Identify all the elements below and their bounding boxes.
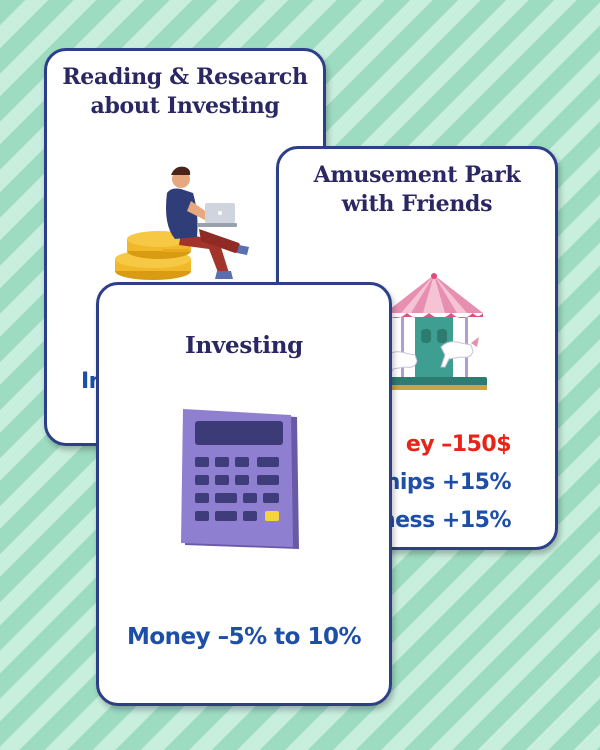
card-title-line: Reading & Research [62,64,308,90]
card-effect-text: ness +15% [379,508,512,533]
carousel-icon [381,273,487,390]
card-investing[interactable]: Investing Money –5% to 10% [96,282,392,706]
card-title-line: Investing [185,332,303,359]
calculator-icon [181,409,299,549]
card-title: Reading & Research about Investing [47,63,323,121]
card-effect-text: ey –150$ [405,432,512,457]
card-title-line: with Friends [341,191,493,217]
card-title-line: about Investing [90,93,280,119]
card-effect-text: Money –5% to 10% [126,624,362,650]
card-title-line: Amusement Park [313,162,521,188]
card-title: Amusement Park with Friends [279,161,555,219]
card-title: Investing [99,331,389,360]
person-with-laptop-on-coins-icon [115,166,249,280]
